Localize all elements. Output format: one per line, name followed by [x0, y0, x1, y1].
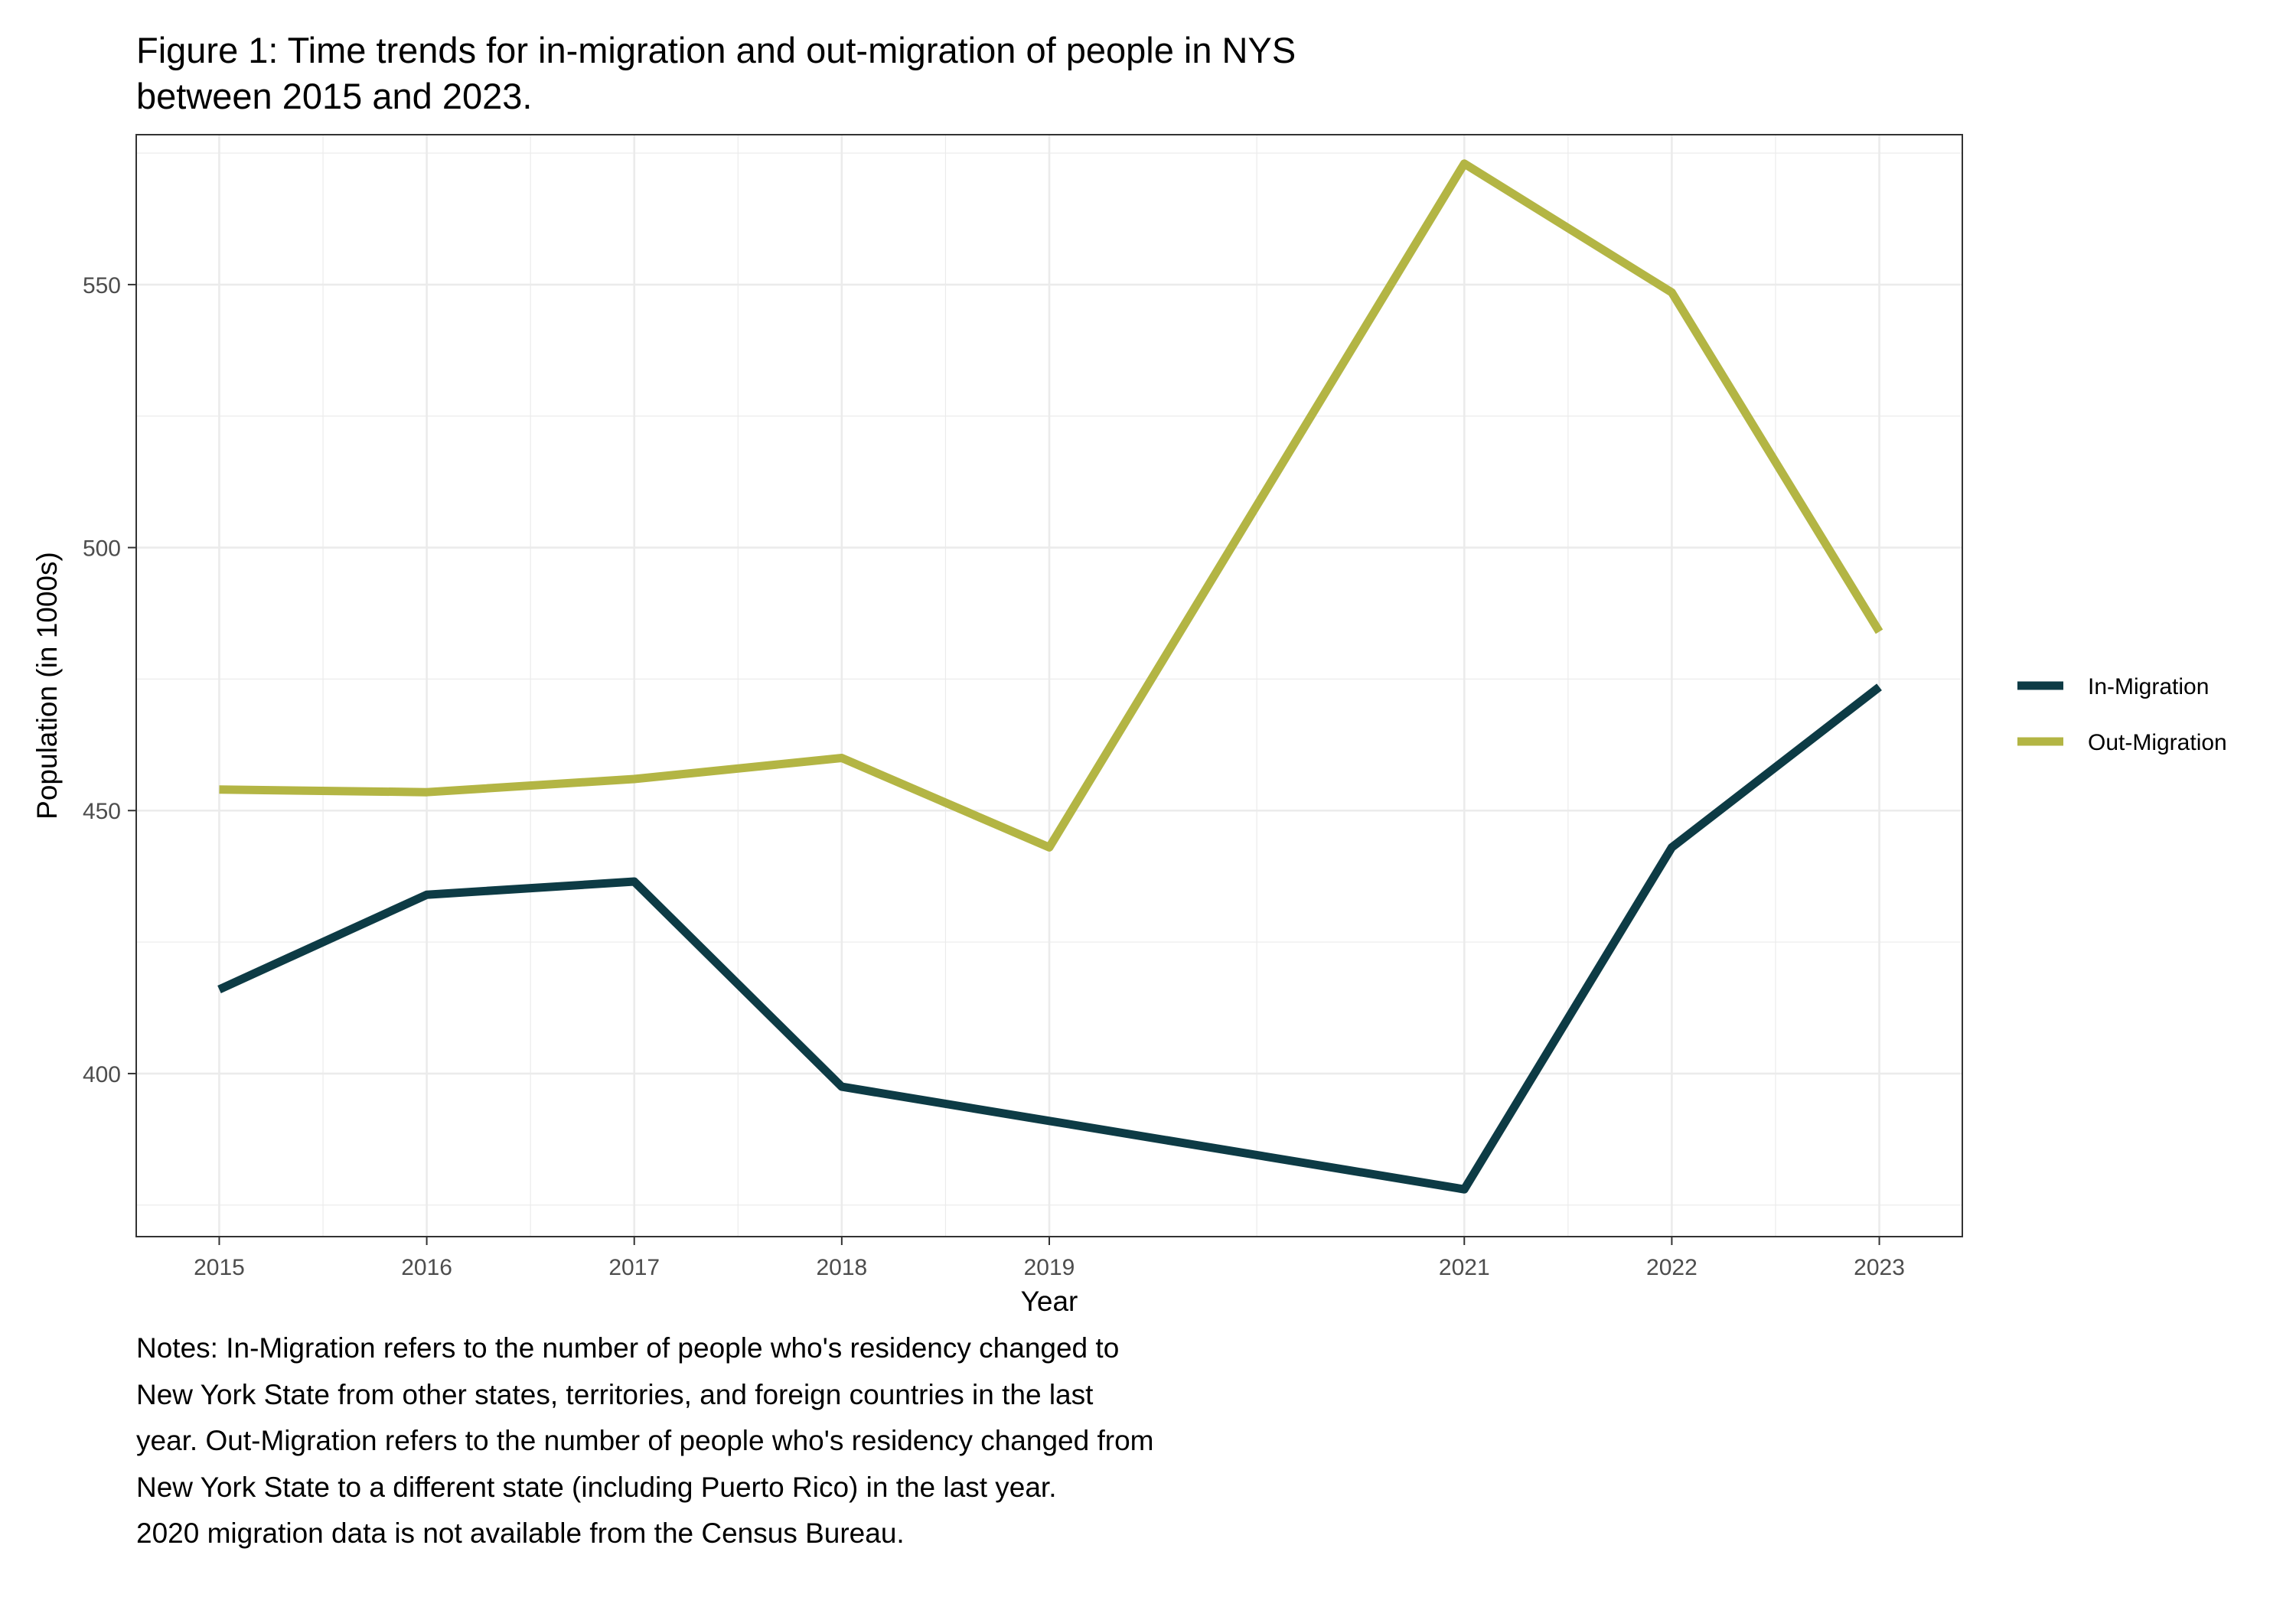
chart-title: Figure 1: Time trends for in-migration a… — [136, 28, 1820, 119]
x-tick-label: 2017 — [608, 1255, 660, 1280]
legend: In-Migration Out-Migration — [2017, 674, 2227, 755]
series-line-out-migration — [219, 159, 1883, 852]
major-gridlines — [136, 135, 1962, 1237]
x-tick-label: 2016 — [401, 1255, 452, 1280]
x-tick-label: 2018 — [816, 1255, 867, 1280]
notes-line-3: year. Out-Migration refers to the number… — [136, 1425, 1154, 1456]
chart-title-line-2: between 2015 and 2023. — [136, 76, 533, 116]
x-tick-label: 2023 — [1854, 1255, 1905, 1280]
notes-line-4: New York State to a different state (inc… — [136, 1471, 1057, 1503]
y-tick-label: 450 — [83, 799, 121, 824]
y-axis-ticks: 400 450 500 550 — [83, 273, 136, 1087]
series-line-in-migration — [217, 683, 1882, 1194]
chart-title-line-1: Figure 1: Time trends for in-migration a… — [136, 30, 1296, 70]
series-lines — [217, 159, 1883, 1194]
x-axis-title: Year — [1021, 1286, 1078, 1317]
x-tick-label: 2022 — [1646, 1255, 1698, 1280]
x-tick-label: 2021 — [1439, 1255, 1490, 1280]
y-tick-label: 550 — [83, 273, 121, 298]
x-tick-label: 2015 — [194, 1255, 245, 1280]
legend-label-out-migration: Out-Migration — [2088, 730, 2227, 755]
y-tick-label: 500 — [83, 536, 121, 562]
notes-line-1: Notes: In-Migration refers to the number… — [136, 1332, 1120, 1364]
notes-line-5: 2020 migration data is not available fro… — [136, 1517, 905, 1549]
y-axis-title: Population (in 1000s) — [31, 552, 63, 820]
x-axis-ticks: 2015 2016 2017 2018 2019 2021 2022 2023 — [194, 1237, 1905, 1280]
chart-notes: Notes: In-Migration refers to the number… — [136, 1325, 1514, 1557]
legend-label-in-migration: In-Migration — [2088, 674, 2209, 699]
y-tick-label: 400 — [83, 1062, 121, 1087]
notes-line-2: New York State from other states, territ… — [136, 1378, 1094, 1410]
x-tick-label: 2019 — [1024, 1255, 1075, 1280]
